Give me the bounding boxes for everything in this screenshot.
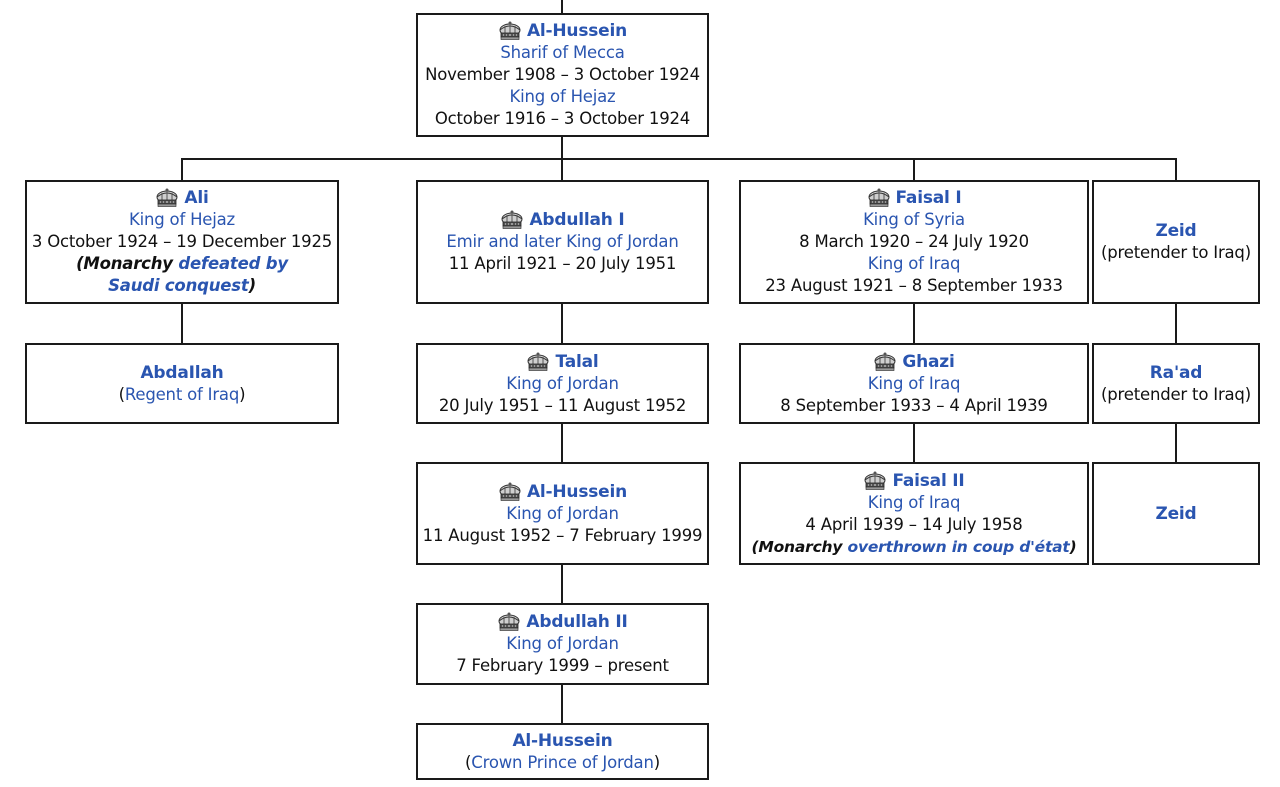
connector-abdullah2-crownprince — [561, 683, 563, 724]
reign-dates: 8 September 1933 – 4 April 1939 — [780, 395, 1048, 415]
connector-root-up — [561, 0, 563, 14]
node-abdullah-i: Abdullah I Emir and later King of Jordan… — [416, 180, 709, 304]
person-name[interactable]: Talal — [555, 351, 599, 372]
reign-dates: 23 August 1921 – 8 September 1933 — [765, 276, 1063, 295]
crown-icon — [497, 612, 521, 632]
node-abdullah-ii: Abdullah II King of Jordan 7 February 19… — [416, 603, 709, 685]
person-name[interactable]: Faisal I — [895, 188, 962, 208]
crown-icon — [498, 21, 522, 41]
person-name[interactable]: Zeid — [1155, 221, 1197, 241]
person-name[interactable]: Al-Hussein — [526, 21, 628, 41]
title-king-of-jordan[interactable]: King of Jordan — [506, 373, 619, 393]
person-name[interactable]: Abdullah I — [529, 210, 625, 230]
crown-icon — [155, 188, 179, 208]
connector-to-ali — [181, 158, 183, 181]
connector-root-down — [561, 136, 563, 159]
reign-dates: 7 February 1999 – present — [456, 656, 669, 675]
connector-faisal1-ghazi — [913, 302, 915, 344]
connector-ghazi-faisal2 — [913, 422, 915, 463]
reign-dates: 3 October 1924 – 19 December 1925 — [31, 232, 333, 251]
role-note: (Crown Prince of Jordan) — [465, 752, 660, 772]
node-raad: Ra'ad (pretender to Iraq) — [1092, 343, 1260, 424]
node-zeid-grandson: Zeid — [1092, 462, 1260, 565]
title-king-of-hejaz[interactable]: King of Hejaz — [128, 210, 236, 229]
title-king-of-iraq[interactable]: King of Iraq — [867, 373, 961, 393]
reign-dates: 8 March 1920 – 24 July 1920 — [799, 232, 1029, 251]
title-king-of-jordan[interactable]: King of Jordan — [506, 503, 619, 523]
person-name[interactable]: Al-Hussein — [526, 481, 628, 502]
title-king-of-hejaz[interactable]: King of Hejaz — [509, 87, 616, 106]
node-zeid: Zeid (pretender to Iraq) — [1092, 180, 1260, 304]
title-king-of-iraq[interactable]: King of Iraq — [867, 492, 961, 512]
connector-to-abdullah1 — [561, 158, 563, 181]
connector-talal-hussein — [561, 422, 563, 463]
person-name[interactable]: Ali — [184, 188, 209, 208]
connector-abdullah1-talal — [561, 302, 563, 344]
node-faisal-ii: Faisal II King of Iraq 4 April 1939 – 14… — [739, 462, 1089, 565]
title-sharif-of-mecca[interactable]: Sharif of Mecca — [500, 43, 625, 62]
saudi-conquest-link[interactable]: defeated by Saudi conquest — [108, 254, 288, 295]
title-king-of-syria[interactable]: King of Syria — [863, 210, 965, 229]
person-name[interactable]: Faisal II — [892, 470, 965, 491]
person-name[interactable]: Ra'ad — [1149, 362, 1203, 383]
connector-to-zeid — [1175, 158, 1177, 181]
node-ghazi: Ghazi King of Iraq 8 September 1933 – 4 … — [739, 343, 1089, 424]
pretender-note: (pretender to Iraq) — [1101, 384, 1251, 404]
crown-icon — [863, 471, 887, 491]
connector-ali-abdallah — [181, 302, 183, 344]
node-faisal-i: Faisal I King of Syria 8 March 1920 – 24… — [739, 180, 1089, 304]
connector-hussein-abdullah2 — [561, 563, 563, 604]
node-abdailah: AbdaIlah (Regent of Iraq) — [25, 343, 339, 424]
reign-dates: 11 April 1921 – 20 July 1951 — [448, 254, 677, 273]
node-al-hussein-crown-prince: Al-Hussein (Crown Prince of Jordan) — [416, 723, 709, 780]
node-al-hussein-king: Al-Hussein King of Jordan 11 August 1952… — [416, 462, 709, 565]
reign-dates: 4 April 1939 – 14 July 1958 — [805, 514, 1023, 534]
connector-to-faisal1 — [913, 158, 915, 181]
monarchy-end-note: (Monarchy defeated by Saudi conquest) — [76, 254, 288, 295]
pretender-note: (pretender to Iraq) — [1101, 243, 1251, 262]
title-king-of-iraq[interactable]: King of Iraq — [867, 254, 961, 273]
coup-link[interactable]: overthrown in coup d'état — [847, 537, 1070, 556]
role-note: (Regent of Iraq) — [118, 384, 246, 404]
crown-icon — [867, 188, 891, 208]
title-emir-king-jordan[interactable]: Emir and later King of Jordan — [446, 232, 679, 251]
connector-zeid-raad — [1175, 302, 1177, 344]
crown-icon — [500, 210, 524, 230]
node-al-hussein-sharif: Al-Hussein Sharif of Mecca November 1908… — [416, 13, 709, 137]
crown-icon — [873, 352, 897, 372]
regent-of-iraq-link[interactable]: Regent of Iraq — [124, 384, 240, 404]
person-name[interactable]: Al-Hussein — [512, 730, 613, 751]
reign-dates: November 1908 – 3 October 1924 — [425, 65, 700, 84]
person-name[interactable]: AbdaIlah — [140, 362, 224, 383]
monarchy-end-note: (Monarchy overthrown in coup d'état) — [751, 537, 1077, 556]
person-name[interactable]: Zeid — [1155, 503, 1197, 524]
connector-horizontal-children — [181, 158, 1177, 160]
person-name[interactable]: Ghazi — [902, 351, 955, 372]
crown-icon — [526, 352, 550, 372]
node-ali: Ali King of Hejaz 3 October 1924 – 19 De… — [25, 180, 339, 304]
person-name[interactable]: Abdullah II — [526, 612, 628, 632]
crown-icon — [498, 482, 522, 502]
reign-dates: October 1916 – 3 October 1924 — [434, 109, 691, 128]
title-king-of-jordan[interactable]: King of Jordan — [506, 634, 619, 653]
reign-dates: 11 August 1952 – 7 February 1999 — [422, 525, 703, 545]
reign-dates: 20 July 1951 – 11 August 1952 — [438, 395, 687, 415]
connector-raad-zeid2 — [1175, 422, 1177, 463]
node-talal: Talal King of Jordan 20 July 1951 – 11 A… — [416, 343, 709, 424]
crown-prince-link[interactable]: Crown Prince of Jordan — [471, 752, 654, 772]
